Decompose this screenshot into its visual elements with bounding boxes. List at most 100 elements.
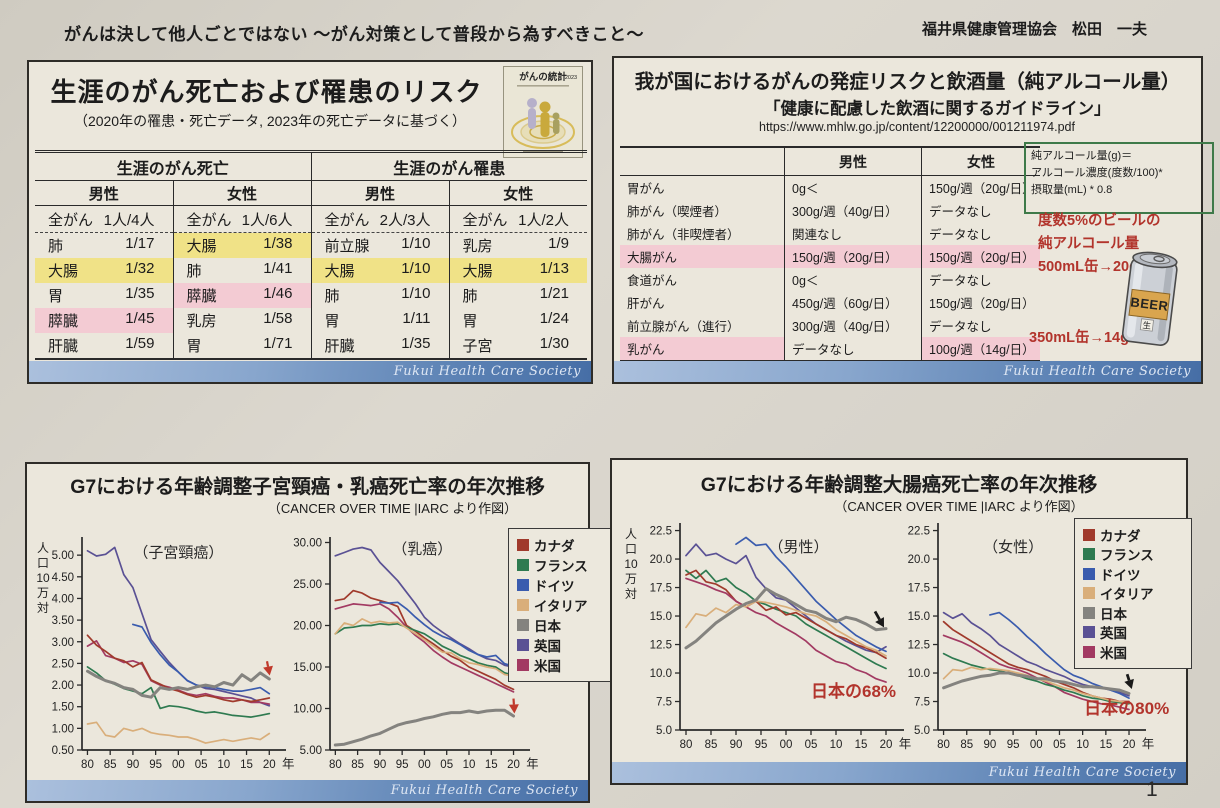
svg-text:20: 20	[880, 739, 893, 751]
footer-brand: Fukui Health Care Society	[988, 765, 1176, 780]
risk-value: 1/59	[125, 335, 155, 352]
svg-text:対: 対	[625, 587, 637, 601]
svg-text:90: 90	[984, 739, 997, 751]
table-row: 食道がん 0g＜ データなし	[620, 268, 1040, 291]
risk-value: 1/71	[263, 335, 293, 352]
risk-value: 1/17	[125, 235, 155, 252]
alcohol-header-row: 男性 女性	[620, 147, 1040, 176]
risk-value: 1/24	[539, 310, 569, 327]
svg-text:15.0: 15.0	[650, 611, 672, 623]
svg-text:10: 10	[1076, 739, 1089, 751]
svg-text:0.50: 0.50	[52, 745, 74, 757]
risk-value: 1人/6人	[241, 211, 293, 229]
risk-value: 1人/4人	[103, 211, 155, 229]
legend-item: イタリア	[1083, 584, 1183, 604]
colorectal-chart-title: G7における年齢調整大腸癌死亡率の年次推移	[700, 474, 1098, 496]
risk-cell: 肺 1/10	[310, 283, 449, 308]
chart-annotation: （子宮頸癌）	[133, 544, 223, 561]
cancer-type-label: 食道がん	[627, 274, 678, 288]
legend-swatch	[517, 559, 529, 571]
svg-text:人: 人	[625, 527, 637, 541]
risk-cell: 乳房 1/9	[448, 232, 587, 258]
risk-cell: 胃 1/71	[172, 333, 311, 359]
svg-text:2.00: 2.00	[52, 680, 74, 692]
sex-header: 男性	[310, 180, 449, 206]
booklet-title: がんの統計	[519, 71, 567, 83]
risk-value: 2人/3人	[379, 211, 431, 229]
legend-swatch	[1083, 606, 1095, 619]
page-number: 1	[1146, 778, 1158, 801]
lifetime-risk-table: 生涯のがん死亡 生涯のがん罹患 男性 女性 男性 女性 全がん 1人/4人 全がん 1人/6人 全が…	[35, 150, 587, 360]
cancer-site-label: 肺	[186, 263, 202, 280]
risk-cell: 膵臓 1/46	[172, 283, 311, 308]
female-threshold-cell: 150g/週（20g/日）	[921, 291, 1040, 314]
risk-cell: 乳房 1/58	[172, 308, 311, 333]
svg-text:万: 万	[625, 572, 637, 586]
cancer-site-label: 胃	[186, 338, 202, 355]
svg-text:20.00: 20.00	[293, 620, 322, 632]
cancer-type-label: 胃がん	[627, 182, 665, 196]
cancer-site-label: 全がん	[186, 211, 232, 229]
cancer-site-label: 全がん	[462, 211, 508, 229]
svg-text:22.5: 22.5	[908, 526, 930, 538]
legend-item: フランス	[1083, 545, 1183, 565]
cancer-site-label: 大腸	[324, 263, 355, 280]
footer-brand: Fukui Health Care Society	[390, 783, 578, 798]
table-row: 肝臓 1/59 胃 1/71 肝臓 1/35 子宮 1/30	[35, 333, 587, 359]
legend-swatch	[517, 539, 529, 551]
cancer-site-label: 膵臓	[48, 313, 79, 330]
svg-text:80: 80	[937, 739, 950, 751]
legend-item: 日本	[517, 615, 603, 635]
svg-text:15: 15	[1099, 739, 1112, 751]
g7-country-legend: カナダ フランス ドイツ イタリア 日本 英国 米国	[508, 528, 612, 682]
lifetime-risk-subtitle: （2020年の罹患・死亡データ, 2023年の死亡データに基づく）	[73, 113, 467, 129]
legend-item: フランス	[517, 555, 603, 575]
risk-value: 1/11	[402, 310, 431, 327]
series-ドイツ	[379, 601, 515, 668]
table-row: 乳がん データなし 100g/週（14g/日）	[620, 337, 1040, 361]
legend-label: 日本	[534, 619, 561, 634]
beer-350ml-note: 350mL缶→14g	[1029, 330, 1129, 346]
cancer-site-label: 肺	[462, 288, 478, 305]
colorectal-male-chart: 5.0 7.5 10.0 12.5 15.0 17.5 20.0 22.5 80 85 90 95 00…	[624, 523, 911, 751]
alcohol-risk-panel: 我が国におけるがんの発症リスクと飲酒量（純アルコール量） 「健康に配慮した飲酒に…	[612, 56, 1214, 384]
panel-footer-bar: Fukui Health Care Society	[29, 361, 591, 382]
svg-text:90: 90	[127, 759, 140, 771]
table-row: 胃がん 0g＜ 150g/週（20g/日）	[620, 175, 1040, 199]
legend-swatch	[517, 639, 529, 651]
risk-cell: 肺 1/21	[448, 283, 587, 308]
svg-text:2.50: 2.50	[52, 658, 74, 670]
risk-group-header-row: 生涯のがん死亡 生涯のがん罹患	[35, 151, 587, 181]
svg-text:12.5: 12.5	[908, 640, 930, 652]
can-tab	[1153, 255, 1165, 263]
svg-text:1.00: 1.00	[52, 723, 74, 735]
svg-text:20: 20	[507, 759, 520, 771]
table-row: 膵臓 1/45 乳房 1/58 胃 1/11 胃 1/24	[35, 308, 587, 333]
cervical-breast-chart-source: （CANCER OVER TIME |IARC より作図）	[267, 501, 518, 516]
risk-cell: 胃 1/35	[35, 283, 173, 308]
legend-label: 米国	[1100, 645, 1127, 661]
legend-label: カナダ	[534, 539, 575, 554]
booklet-figures	[527, 98, 560, 137]
legend-swatch	[1083, 645, 1095, 658]
sex-header: 男性	[35, 180, 173, 206]
svg-text:口: 口	[625, 542, 637, 556]
svg-text:年: 年	[1142, 737, 1155, 751]
risk-value: 1/38	[263, 235, 293, 252]
series-日本	[684, 587, 888, 650]
legend-swatch	[517, 619, 529, 631]
svg-text:対: 対	[37, 601, 49, 615]
cancer-type-label: 肝がん	[627, 297, 665, 311]
footer-brand: Fukui Health Care Society	[393, 364, 581, 379]
cancer-statistics-booklet-cover: がんの統計 2023	[503, 66, 583, 158]
svg-text:10.0: 10.0	[908, 668, 930, 680]
risk-value: 1/46	[263, 285, 293, 302]
series-フランス	[685, 569, 887, 670]
svg-text:80: 80	[329, 759, 342, 771]
svg-text:00: 00	[418, 759, 431, 771]
formula-line: 摂取量(mL) * 0.8	[1031, 184, 1113, 196]
female-threshold-cell: データなし	[921, 222, 1040, 245]
svg-text:7.5: 7.5	[656, 697, 672, 709]
panel-footer-bar: Fukui Health Care Society	[614, 361, 1201, 382]
all-cancer-row: 全がん 1人/4人 全がん 1人/6人 全がん 2人/3人 全がん 1人/2人	[35, 205, 587, 233]
